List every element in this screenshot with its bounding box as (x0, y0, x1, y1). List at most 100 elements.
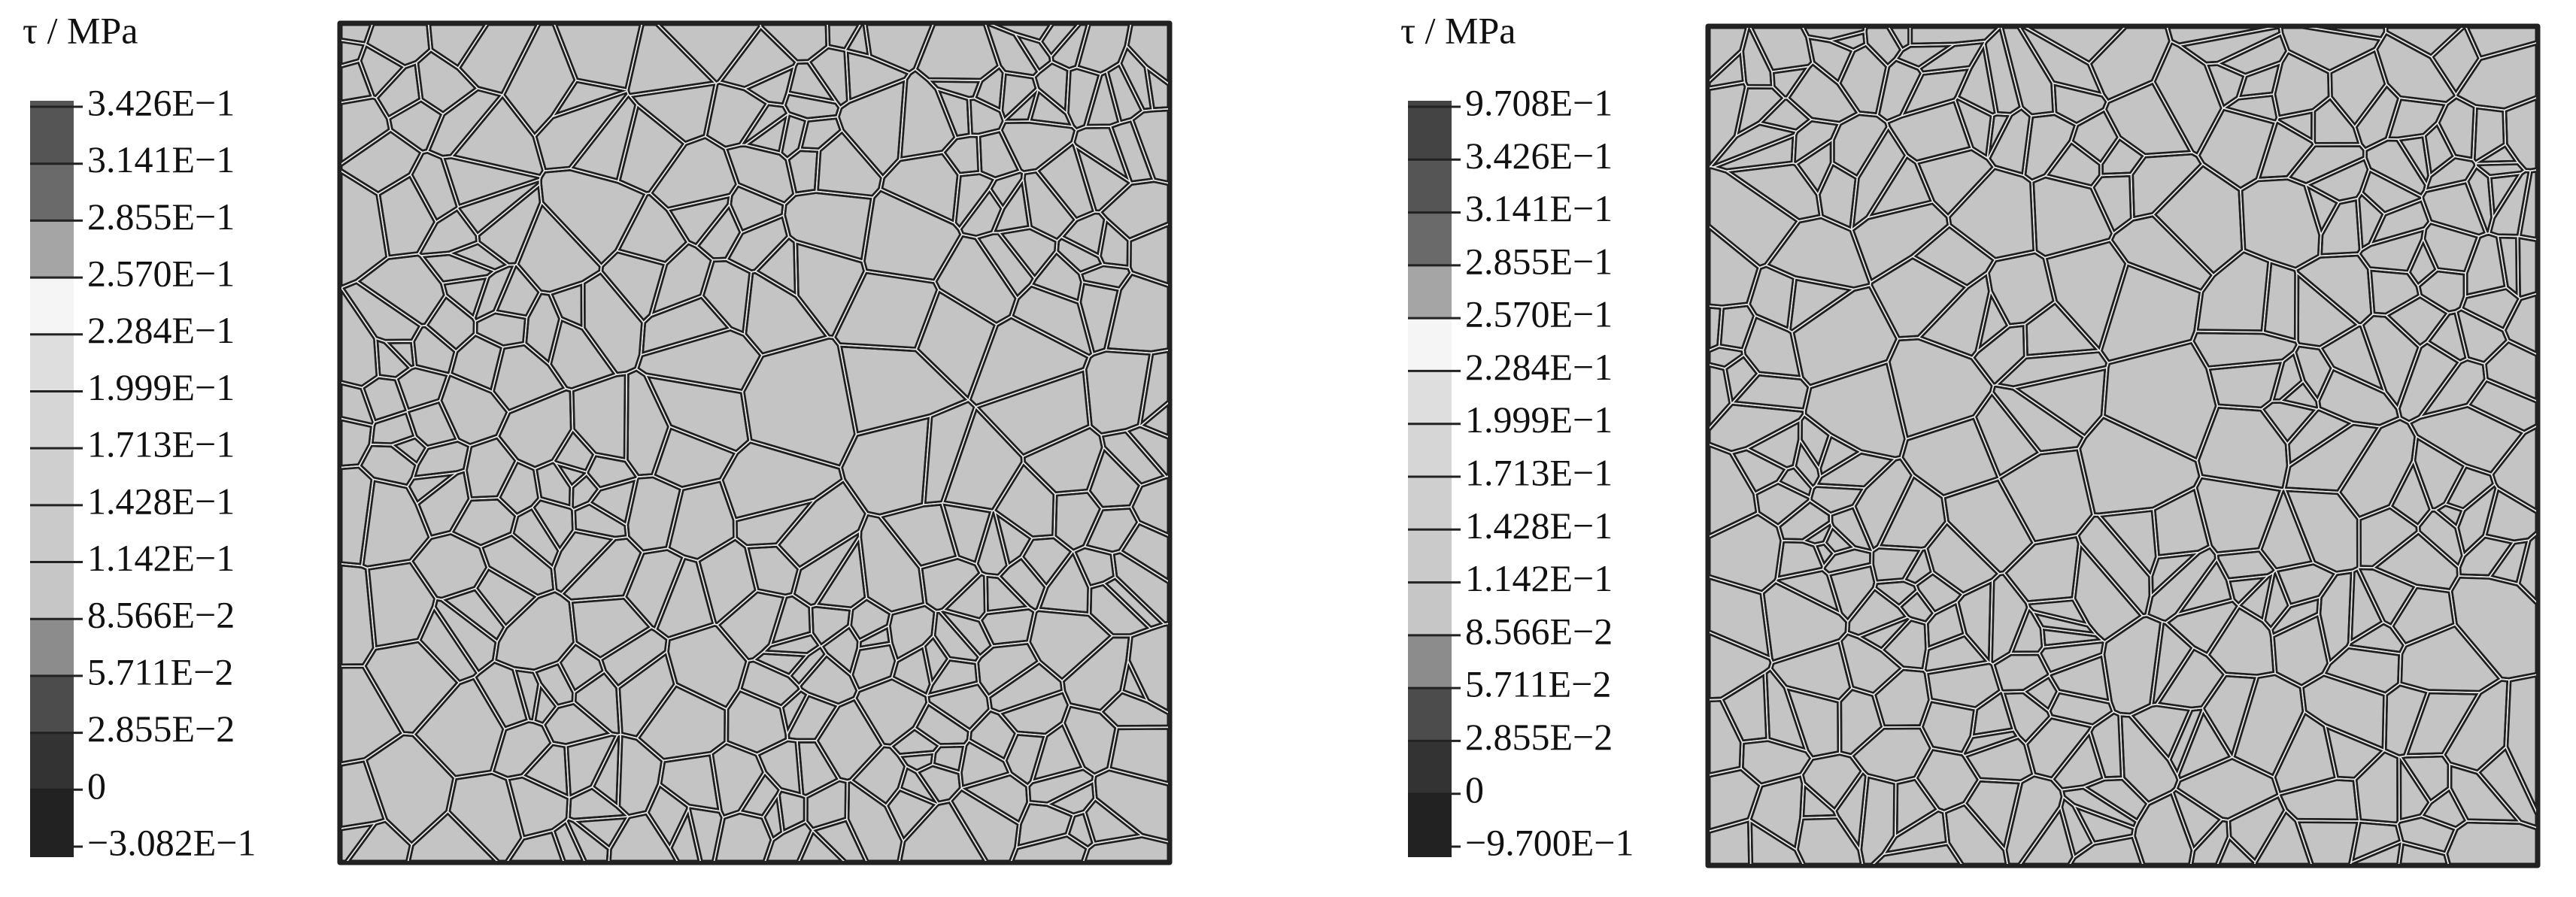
legend-label: 3.141E−1 (87, 138, 235, 180)
legend-unit: τ / MPa (23, 9, 138, 51)
grain-boundary (513, 668, 541, 723)
legend-label: 0 (1465, 768, 1484, 811)
legend-band (30, 391, 74, 449)
legend-band (30, 619, 74, 676)
legend-label: 0 (87, 765, 106, 807)
grain-boundary (2238, 571, 2274, 623)
grain-boundary (2283, 488, 2360, 574)
grain-boundary (2091, 174, 2134, 235)
grain-boundary (1882, 809, 1949, 856)
grain-boundary (417, 605, 479, 683)
grain-boundary (1925, 521, 2001, 595)
legend-band (1408, 159, 1452, 213)
legend-label: 1.713E−1 (87, 423, 235, 465)
grain-boundary (2420, 787, 2468, 830)
grain-boundary (2076, 514, 2152, 617)
grain-boundary (2422, 221, 2480, 274)
grain-boundary (942, 572, 988, 621)
legend-band (1408, 477, 1452, 530)
legend-band (30, 675, 74, 733)
legend-label: −9.700E−1 (1465, 821, 1634, 863)
legend-label: 8.566E−2 (87, 594, 235, 636)
grain-boundary (515, 202, 602, 295)
grain-boundary (565, 733, 619, 799)
grain-boundary (1707, 512, 1783, 594)
grain-boundary (1954, 96, 1994, 159)
legend-band (30, 505, 74, 562)
grain-boundary (1776, 465, 1813, 499)
legend-label: 1.142E−1 (1465, 557, 1613, 599)
grain-boundary (409, 150, 460, 223)
grain-boundary (625, 474, 683, 553)
legend-label: 2.855E−2 (1465, 716, 1613, 758)
legend-label: 1.142E−1 (87, 537, 235, 579)
legend-label: 1.428E−1 (87, 480, 235, 522)
grain-boundary (933, 610, 981, 663)
grain-boundary (361, 478, 432, 569)
grain-boundary (395, 365, 450, 412)
legend-band (30, 562, 74, 620)
grain-boundary (339, 39, 366, 68)
grain-boundary (2240, 177, 2322, 271)
grain (2473, 159, 2528, 180)
legend-label: 8.566E−2 (1465, 610, 1613, 652)
grain-boundary (1742, 314, 1803, 379)
grain-boundary (441, 276, 489, 320)
grain-boundary (1010, 283, 1094, 358)
legend-label: 3.426E−1 (1465, 135, 1613, 177)
legend-label: 5.711E−2 (1465, 663, 1611, 705)
plot-frame (1707, 25, 2539, 867)
grain-boundary (2271, 350, 2304, 402)
legend-label: 3.426E−1 (87, 81, 235, 123)
grain-boundary (1030, 722, 1085, 783)
grain-boundary (2259, 488, 2315, 571)
grain-boundary (2424, 156, 2477, 192)
grain-boundary (923, 399, 977, 506)
legend-label: 2.855E−2 (87, 708, 235, 750)
legend-label: 2.855E−1 (87, 195, 235, 238)
legend-band (30, 163, 74, 221)
plot-frame (338, 22, 1171, 864)
grain-boundary (926, 682, 991, 732)
grain-boundary (2222, 93, 2279, 123)
grain-boundary (411, 324, 457, 376)
grain-boundary (742, 336, 857, 468)
grain-boundary (511, 506, 561, 569)
legend-label: 1.713E−1 (1465, 451, 1613, 493)
grain-boundary (1804, 360, 1907, 460)
grain-boundary (441, 156, 542, 208)
grain-boundary (2174, 756, 2280, 821)
grain-boundary (2417, 509, 2465, 568)
legend-band (1408, 265, 1452, 319)
grain-boundary (850, 642, 897, 692)
legend-label: 2.570E−1 (1465, 293, 1613, 335)
legend-label: 2.855E−1 (1465, 240, 1613, 282)
legend-label: 1.999E−1 (1465, 398, 1613, 441)
grain-boundary (646, 783, 690, 850)
legend-band (1408, 318, 1452, 371)
legend-label: 2.284E−1 (1465, 346, 1613, 388)
grain-boundary (2022, 674, 2059, 712)
grain-boundary (2044, 140, 2102, 188)
grain-boundary (1100, 429, 1167, 486)
grain-boundary (992, 461, 1056, 539)
grain-boundary (1850, 726, 1933, 783)
legend-band (1408, 582, 1452, 635)
grain-boundary (1085, 70, 1121, 128)
grain-boundary (572, 816, 630, 850)
grain-boundary (1073, 545, 1116, 588)
grain-boundary (617, 650, 677, 739)
legend-label: 1.428E−1 (1465, 505, 1613, 547)
grain-boundary (1916, 147, 1995, 218)
grain-boundary (2305, 157, 2371, 203)
grain-boundary (932, 744, 966, 774)
grain-boundary (1823, 525, 1856, 555)
grain-boundary (1850, 126, 1907, 231)
grain-boundary (2102, 340, 2219, 462)
grain-boundary (569, 596, 653, 660)
legend-band (1408, 741, 1452, 794)
grain-boundary (649, 135, 739, 211)
legend-band (1408, 423, 1452, 477)
grain-boundary (761, 632, 821, 656)
grain-boundary (1792, 119, 1840, 165)
